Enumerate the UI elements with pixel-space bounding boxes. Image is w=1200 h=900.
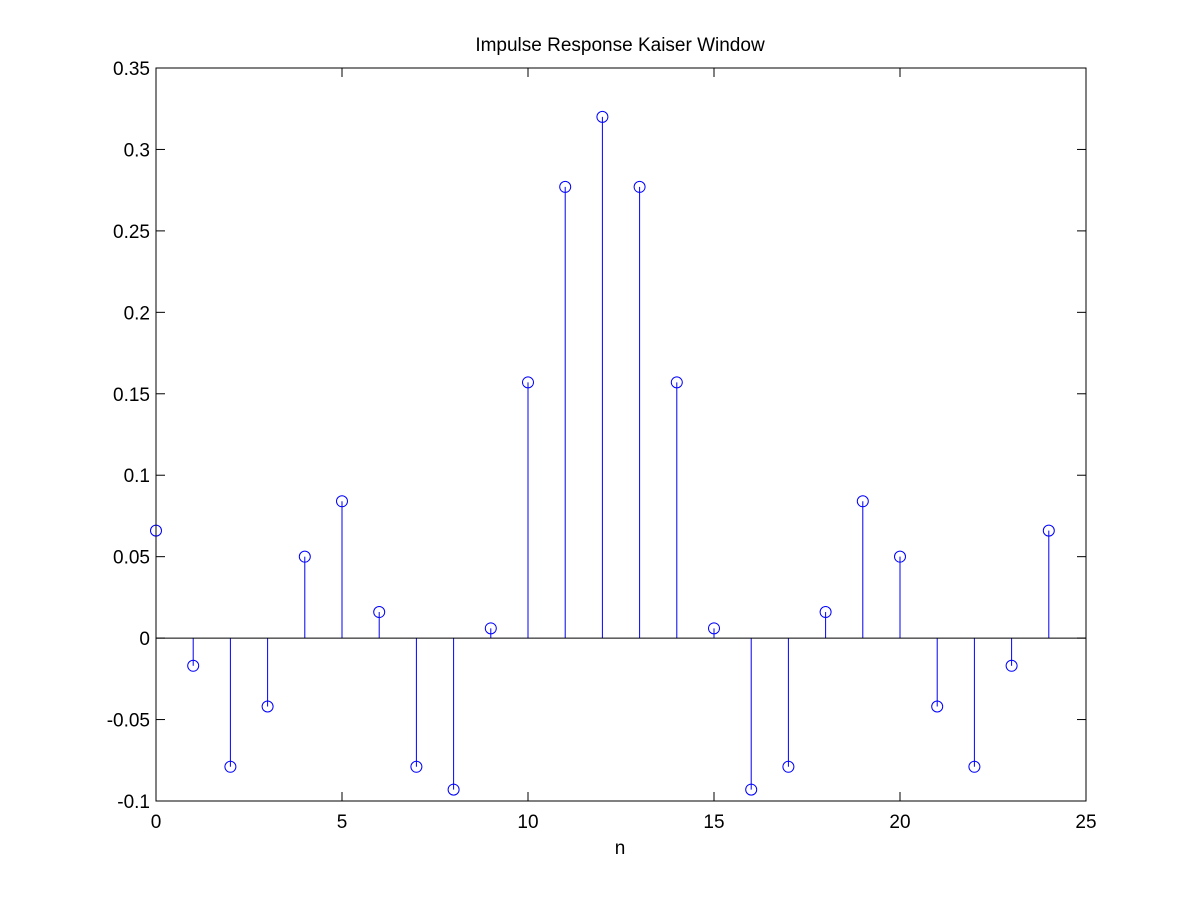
stem-marker xyxy=(298,550,311,563)
stem-marker xyxy=(782,760,795,773)
x-tick-label: 20 xyxy=(889,812,910,833)
y-tick-label: 0.3 xyxy=(124,140,150,161)
stem-marker xyxy=(1042,524,1055,537)
stem-marker xyxy=(931,700,944,713)
stem-marker xyxy=(894,550,906,563)
stem-marker xyxy=(336,495,348,508)
stem-marker xyxy=(187,659,200,672)
plot-area xyxy=(156,68,1086,801)
x-tick-label: 10 xyxy=(517,812,538,833)
x-tick-label: 25 xyxy=(1075,812,1096,833)
stem-marker xyxy=(819,606,832,619)
stem-marker xyxy=(968,760,981,773)
y-tick-label: 0.15 xyxy=(113,385,150,406)
y-tick-label: 0.05 xyxy=(113,548,150,569)
stem-marker xyxy=(856,495,869,508)
x-tick-label: 0 xyxy=(151,812,162,833)
stem-marker xyxy=(224,760,237,773)
y-tick-label: 0.25 xyxy=(113,222,150,243)
y-tick-label: -0.05 xyxy=(107,711,150,732)
stem-marker xyxy=(708,622,720,635)
stem-marker xyxy=(1005,659,1018,672)
stem-marker xyxy=(596,110,609,123)
stem-marker xyxy=(410,760,423,773)
stems-layer xyxy=(150,110,1055,796)
x-tick-labels: 0 5 10 15 20 25 xyxy=(151,812,1097,833)
y-tick-label: 0.1 xyxy=(124,466,150,487)
stem-marker xyxy=(261,700,274,713)
stem-marker xyxy=(447,783,460,796)
stem-marker xyxy=(559,180,572,193)
stem-marker xyxy=(373,606,386,619)
chart-title: Impulse Response Kaiser Window xyxy=(475,35,765,56)
x-tick-label: 5 xyxy=(337,812,348,833)
y-tick-label: 0.35 xyxy=(113,59,150,80)
plot-axes-box xyxy=(155,67,1087,802)
x-tick-label: 15 xyxy=(703,812,724,833)
y-tick-label: 0.2 xyxy=(124,303,150,324)
y-tick-label: 0 xyxy=(139,629,150,650)
stem-marker xyxy=(670,376,683,389)
stem-marker xyxy=(522,376,534,389)
stem-marker xyxy=(484,622,497,635)
x-axis-label: n xyxy=(615,838,626,859)
y-tick-labels: -0.1 -0.05 0 0.05 0.1 0.15 0.2 0.25 0.3 0.35 xyxy=(107,59,150,813)
stem-marker xyxy=(745,783,758,796)
y-tick-label: -0.1 xyxy=(117,792,150,813)
stem-marker xyxy=(633,180,646,193)
